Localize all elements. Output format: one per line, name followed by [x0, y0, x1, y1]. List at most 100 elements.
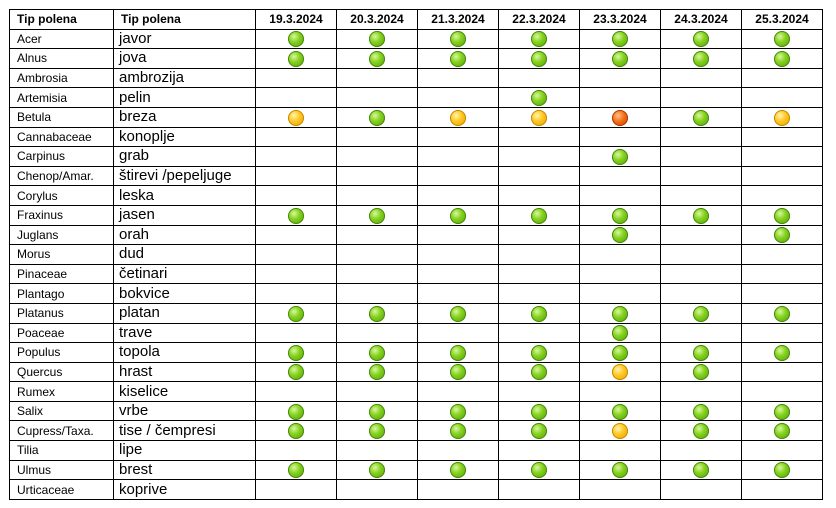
header-date: 20.3.2024	[336, 9, 418, 30]
header-row: Tip polena Tip polena 19.3.2024 20.3.202…	[9, 9, 823, 30]
day-cell	[255, 106, 337, 128]
local-name: lipe	[113, 440, 256, 461]
day-cell	[417, 342, 499, 363]
green-level-dot-icon	[774, 50, 790, 67]
day-cell	[417, 48, 499, 69]
green-level-dot-icon	[288, 423, 304, 440]
green-level-dot-icon	[288, 344, 304, 361]
day-cell	[336, 361, 418, 383]
green-level-dot-icon	[693, 109, 709, 126]
day-cell	[741, 67, 823, 89]
header-latin-name: Tip polena	[9, 9, 114, 30]
day-cell	[660, 106, 742, 128]
green-level-dot-icon	[450, 31, 466, 48]
green-level-dot-icon	[288, 31, 304, 48]
day-cell	[660, 126, 742, 148]
latin-name: Platanus	[9, 302, 114, 324]
green-level-dot-icon	[693, 50, 709, 67]
day-cell	[336, 165, 418, 187]
green-level-dot-icon	[531, 90, 547, 106]
day-cell	[741, 204, 823, 226]
day-cell	[417, 479, 499, 500]
day-cell	[579, 302, 661, 324]
local-name: konoplje	[113, 126, 256, 148]
table-row: Acer javor	[9, 28, 823, 50]
green-level-dot-icon	[531, 31, 547, 48]
latin-name: Carpinus	[9, 146, 114, 167]
day-cell	[336, 126, 418, 148]
table-row: Quercus hrast	[9, 361, 823, 383]
table-row: Fraxinus jasen	[9, 204, 823, 226]
day-cell	[255, 420, 337, 442]
day-cell	[741, 126, 823, 148]
day-cell	[741, 302, 823, 324]
green-level-dot-icon	[612, 403, 628, 420]
green-level-dot-icon	[450, 403, 466, 420]
day-cell	[579, 420, 661, 442]
table-row: Urticaceae koprive	[9, 479, 823, 500]
table-row: Pinaceae četinari	[9, 263, 823, 285]
day-cell	[660, 204, 742, 226]
latin-name: Ambrosia	[9, 67, 114, 89]
day-cell	[336, 322, 418, 344]
local-name: jasen	[113, 204, 256, 226]
day-cell	[255, 224, 337, 246]
day-cell	[498, 146, 580, 167]
green-level-dot-icon	[774, 227, 790, 244]
day-cell	[336, 420, 418, 442]
day-cell	[255, 263, 337, 285]
day-cell	[336, 244, 418, 265]
day-cell	[741, 28, 823, 50]
day-cell	[498, 361, 580, 383]
day-cell	[660, 400, 742, 422]
green-level-dot-icon	[450, 50, 466, 67]
day-cell	[255, 204, 337, 226]
local-name: kiselice	[113, 381, 256, 402]
day-cell	[579, 185, 661, 206]
green-level-dot-icon	[774, 403, 790, 420]
latin-name: Poaceae	[9, 322, 114, 344]
day-cell	[660, 440, 742, 461]
local-name: štirevi /pepeljuge	[113, 165, 256, 187]
green-level-dot-icon	[693, 423, 709, 440]
local-name: orah	[113, 224, 256, 246]
green-level-dot-icon	[693, 403, 709, 420]
green-level-dot-icon	[369, 50, 385, 67]
day-cell	[741, 87, 823, 108]
day-cell	[498, 185, 580, 206]
day-cell	[255, 28, 337, 50]
green-level-dot-icon	[288, 403, 304, 420]
table-row: Juglans orah	[9, 224, 823, 246]
day-cell	[741, 479, 823, 500]
day-cell	[660, 322, 742, 344]
day-cell	[660, 146, 742, 167]
day-cell	[660, 283, 742, 304]
day-cell	[336, 146, 418, 167]
green-level-dot-icon	[531, 305, 547, 322]
day-cell	[498, 48, 580, 69]
green-level-dot-icon	[288, 207, 304, 224]
local-name: bokvice	[113, 283, 256, 304]
day-cell	[741, 48, 823, 69]
latin-name: Plantago	[9, 283, 114, 304]
day-cell	[417, 361, 499, 383]
day-cell	[741, 106, 823, 128]
latin-name: Rumex	[9, 381, 114, 402]
day-cell	[498, 106, 580, 128]
green-level-dot-icon	[774, 305, 790, 322]
day-cell	[579, 204, 661, 226]
latin-name: Chenop/Amar.	[9, 165, 114, 187]
day-cell	[255, 459, 337, 481]
table-row: Plantago bokvice	[9, 283, 823, 304]
green-level-dot-icon	[531, 50, 547, 67]
day-cell	[660, 48, 742, 69]
latin-name: Tilia	[9, 440, 114, 461]
header-date: 23.3.2024	[579, 9, 661, 30]
green-level-dot-icon	[612, 305, 628, 322]
local-name: grab	[113, 146, 256, 167]
latin-name: Pinaceae	[9, 263, 114, 285]
green-level-dot-icon	[612, 148, 628, 165]
day-cell	[498, 440, 580, 461]
day-cell	[336, 87, 418, 108]
latin-name: Corylus	[9, 185, 114, 206]
